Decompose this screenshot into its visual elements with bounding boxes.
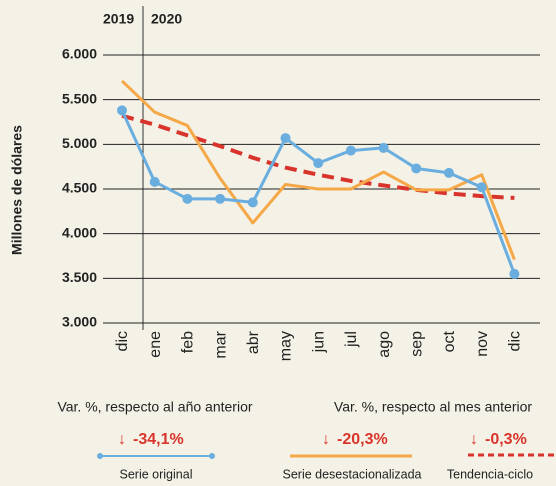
down-arrow: ↓ (470, 431, 478, 448)
data-point (247, 197, 258, 208)
x-tick-label: jun (310, 331, 327, 353)
y-tick-label: 5.500 (62, 90, 97, 106)
summary-heading: Var. %, respecto al año anterior (57, 399, 252, 415)
x-tick-label: sep (409, 331, 426, 357)
legend-label: Serie original (120, 467, 193, 481)
x-tick-label: abr (245, 330, 262, 354)
y-tick-label: 4.000 (62, 224, 97, 240)
change-value: -0,3% (485, 431, 527, 448)
x-tick-label: oct (441, 330, 458, 352)
data-point (411, 163, 422, 174)
data-point (378, 142, 389, 153)
down-arrow: ↓ (118, 431, 126, 448)
data-point (509, 268, 520, 279)
x-tick-label: jul (343, 331, 360, 348)
x-tick-label: feb (180, 331, 197, 353)
y-tick-label: 6.000 (62, 46, 97, 62)
y-axis-label: Millones de dólares (9, 125, 25, 255)
x-tick-label: dic (507, 331, 524, 351)
x-tick-label: dic (114, 331, 131, 351)
down-arrow: ↓ (322, 431, 330, 448)
x-tick-label: may (278, 331, 295, 361)
data-point (280, 133, 291, 144)
y-tick-label: 5.000 (62, 135, 97, 151)
data-point (149, 176, 160, 187)
data-point (215, 193, 226, 204)
x-tick-label: mar (212, 330, 229, 358)
x-tick-label: nov (474, 331, 491, 357)
data-point (182, 193, 193, 204)
legend-label: Serie desestacionalizada (283, 467, 422, 481)
legend-label: Tendencia-ciclo (447, 467, 533, 481)
year-label: 2019 (103, 11, 134, 27)
change-value: -20,3% (337, 431, 388, 448)
y-tick-label: 4.500 (62, 180, 97, 196)
change-value: -34,1% (133, 431, 184, 448)
summary-heading: Var. %, respecto al mes anterior (334, 399, 532, 415)
y-tick-label: 3.000 (62, 314, 97, 330)
y-tick-label: 3.500 (62, 269, 97, 285)
data-point (345, 145, 356, 156)
data-point (444, 167, 454, 178)
data-point (476, 182, 487, 193)
x-tick-label: ago (376, 331, 393, 358)
data-point (117, 105, 127, 116)
series-line (120, 79, 516, 261)
legend-key-dot (209, 453, 215, 459)
data-point (313, 158, 324, 169)
year-label: 2020 (151, 11, 182, 27)
x-tick-label: ene (147, 331, 164, 358)
legend-key-dot (97, 453, 103, 459)
summary: Var. %, respecto al año anterior Var. %,… (57, 399, 532, 449)
series-line (121, 113, 515, 200)
